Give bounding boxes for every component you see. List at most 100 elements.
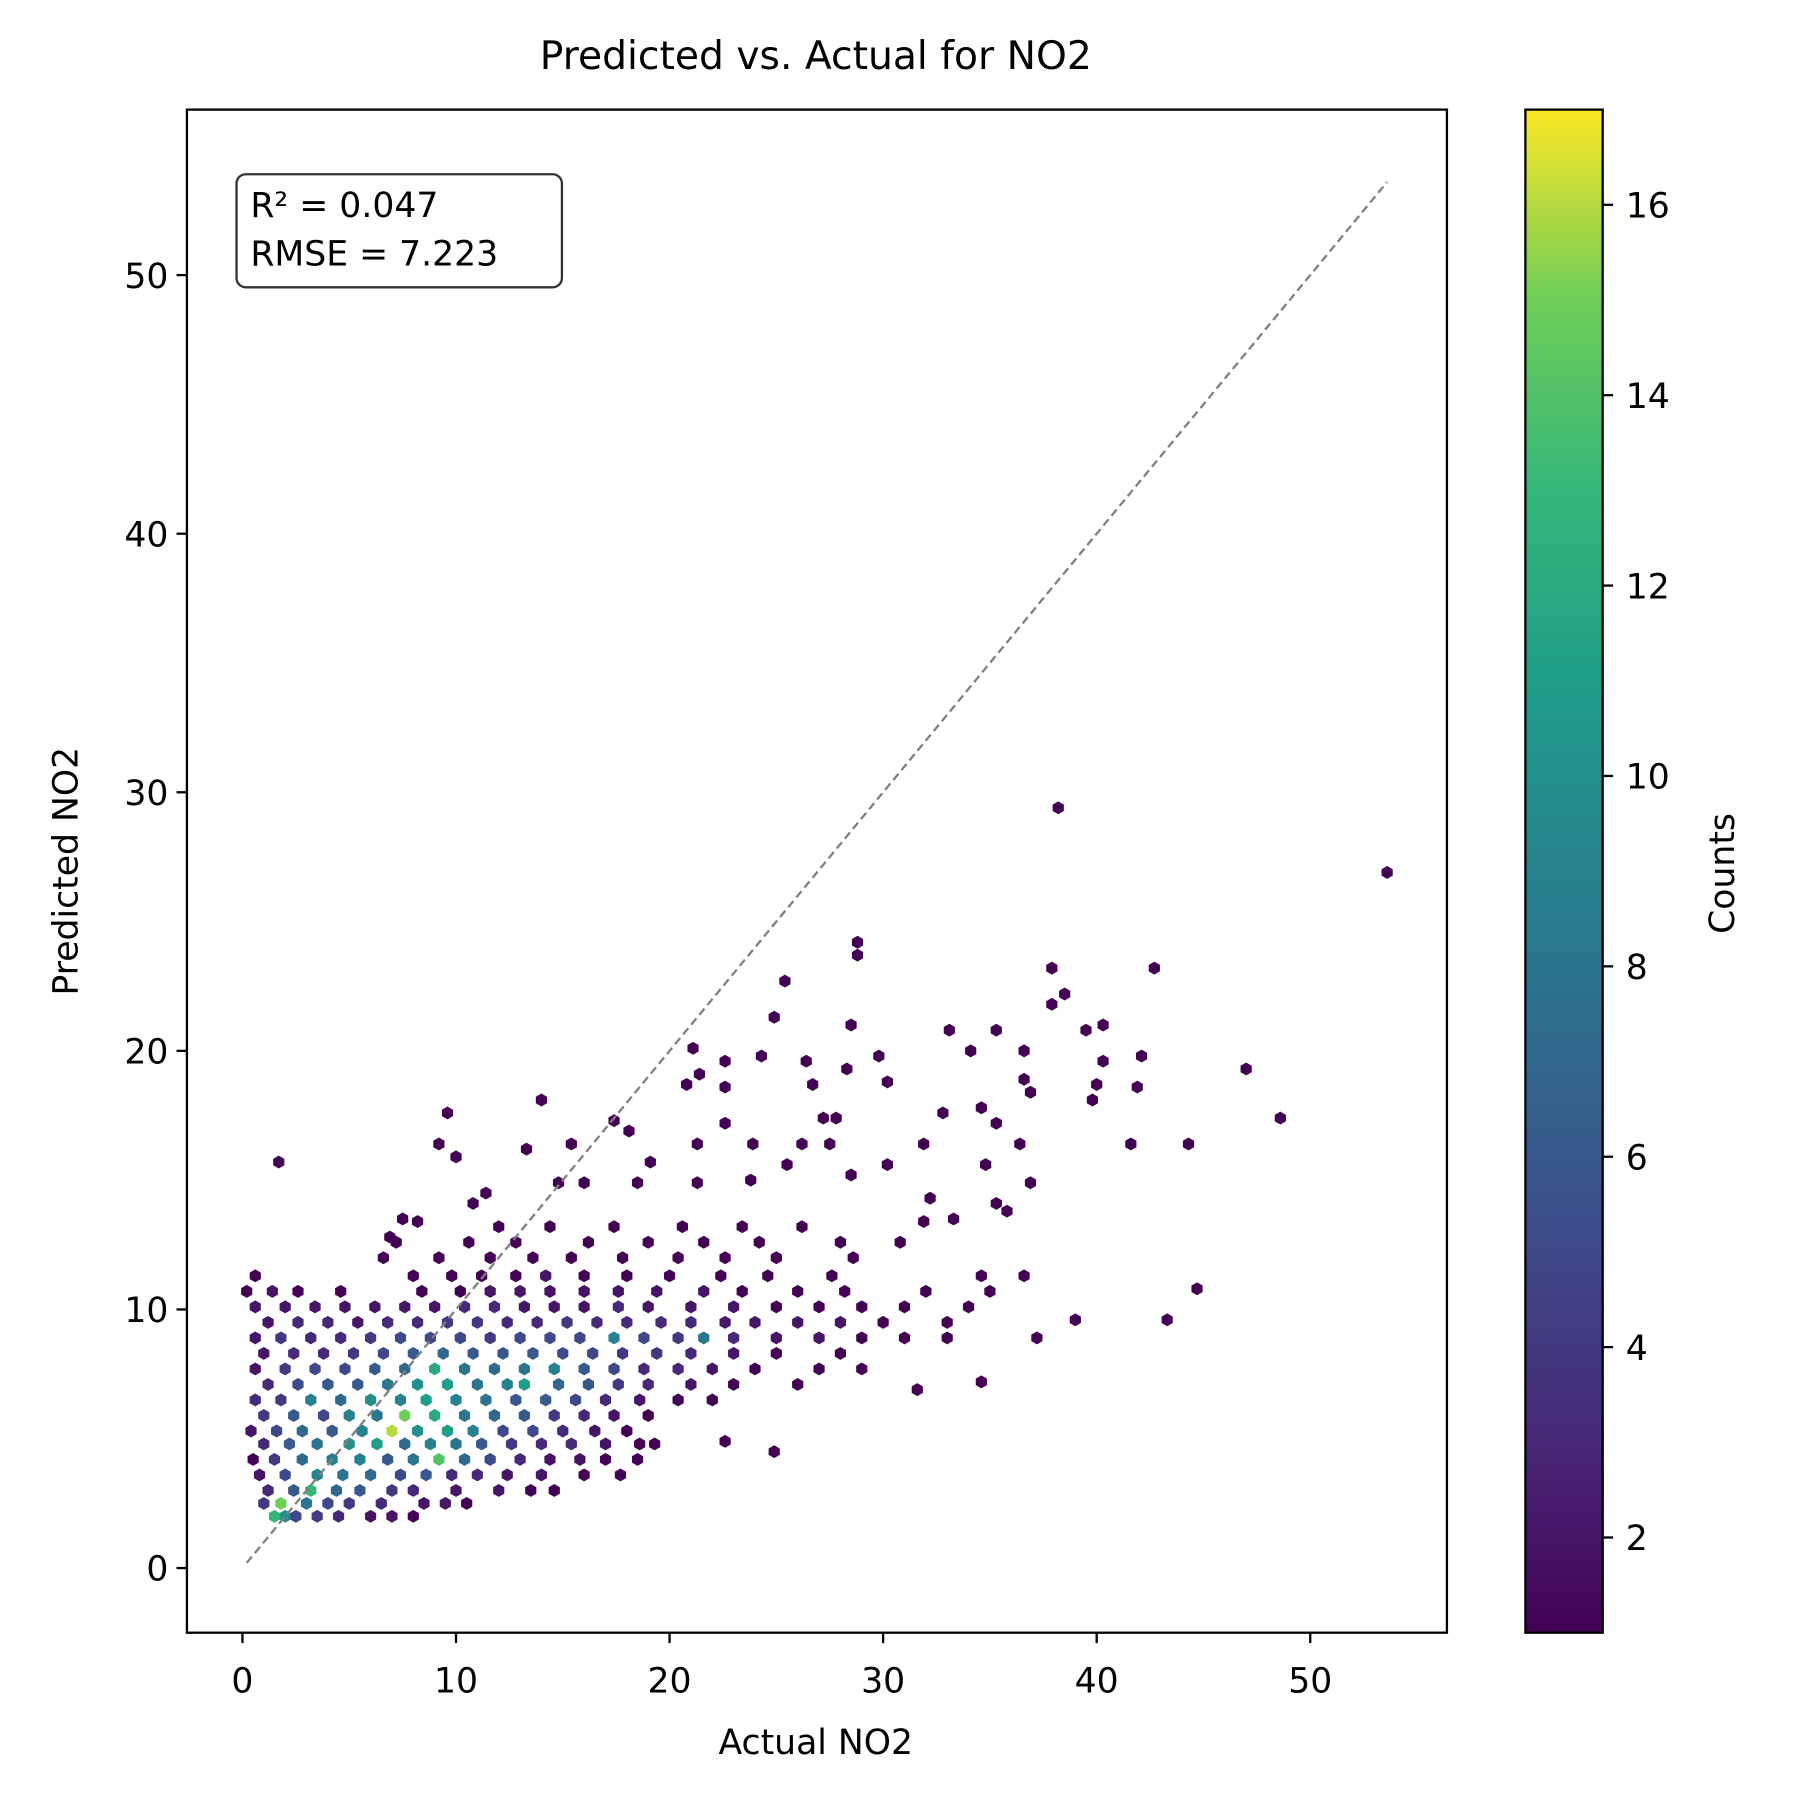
colorbar-tick-label: 12 — [1626, 567, 1670, 607]
hexbin-cell — [382, 1452, 394, 1466]
hexbin-cell — [305, 1393, 317, 1407]
hexbin-cell — [488, 1409, 501, 1422]
x-tick-label: 40 — [1075, 1662, 1119, 1702]
hexbin-cell — [249, 1362, 261, 1376]
hexbin-cell — [574, 1331, 586, 1345]
hexbin-cell — [651, 1346, 663, 1360]
hexbin-cell — [262, 1484, 274, 1497]
hexbin-cell — [681, 1078, 693, 1091]
hexbin-cell — [1097, 1054, 1109, 1068]
hexbin-cell — [691, 1137, 703, 1151]
hexbin-cell — [642, 1235, 654, 1249]
hexbin-cell — [676, 1220, 688, 1234]
hexbin-cell — [484, 1331, 496, 1345]
hexbin-cell — [480, 1186, 492, 1200]
hexbin-cell — [364, 1468, 377, 1482]
hexbin-cell — [407, 1269, 419, 1283]
hexbin-cell — [518, 1300, 530, 1314]
hexbin-cell — [582, 1235, 595, 1249]
hexbin-cell — [687, 1041, 699, 1055]
hexbin-cell — [881, 1075, 893, 1089]
hexbin-cell — [975, 1269, 987, 1283]
hexbin-cell — [364, 1509, 377, 1523]
hexbin-cell — [476, 1269, 488, 1283]
hexbin-cell — [399, 1300, 411, 1314]
hexbin-cell — [399, 1362, 411, 1376]
hexbin-cell — [623, 1124, 635, 1138]
hexbin-cell — [834, 1315, 847, 1329]
x-tick-label: 0 — [231, 1662, 253, 1702]
chart-title: Predicted vs. Actual for NO2 — [540, 34, 1092, 79]
hexbin-cell — [719, 1080, 731, 1094]
hexbin-cell — [411, 1377, 424, 1391]
hexbin-cell — [332, 1509, 345, 1523]
hexbin-cell — [253, 1468, 266, 1482]
hexbin-cell — [497, 1424, 509, 1438]
hexbin-cell — [544, 1284, 556, 1298]
hexbin-cell — [493, 1484, 505, 1497]
hexbin-cell — [980, 1158, 992, 1172]
hexbin-cell — [411, 1424, 424, 1438]
hexbin-cell — [356, 1424, 368, 1438]
hexbin-cell — [962, 1300, 975, 1314]
hexbin-cell — [719, 1116, 731, 1130]
hexbin-cell — [1125, 1137, 1137, 1151]
hexbin-cell — [525, 1484, 537, 1497]
hexbin-cell — [1191, 1282, 1203, 1296]
hexbin-cell — [527, 1251, 539, 1265]
hexbin-cell — [728, 1346, 740, 1360]
hexbin-cell — [377, 1251, 389, 1265]
hexbin-cell — [911, 1383, 923, 1397]
hexbin-cell — [561, 1315, 573, 1329]
hexbin-cell — [343, 1409, 355, 1422]
hexbin-cell — [621, 1269, 633, 1283]
hexbin-cell — [706, 1393, 718, 1407]
hexbin-cell — [305, 1331, 317, 1345]
hexbin-cell — [397, 1212, 409, 1226]
hexbin-cell — [770, 1251, 782, 1265]
hexbin-cell — [719, 1054, 731, 1068]
hexbin-cell — [311, 1509, 323, 1523]
colorbar-tick-label: 14 — [1626, 377, 1670, 417]
hexbin-cell — [335, 1331, 347, 1345]
hexbin-cell — [781, 1158, 793, 1172]
hexbin-cell — [990, 1023, 1002, 1037]
hexbin-cell — [1046, 997, 1058, 1011]
hexbin-cell — [631, 1452, 644, 1466]
hexbin-cell — [488, 1362, 501, 1376]
hexbin-cell — [649, 1437, 661, 1451]
hexbin-cell — [792, 1315, 804, 1329]
hexbin-cell — [792, 1284, 804, 1298]
hexbin-cell — [800, 1054, 812, 1068]
hexbin-cell — [352, 1377, 364, 1391]
hexbin-cell — [685, 1346, 697, 1360]
hexbin-cell — [599, 1393, 612, 1407]
hexbin-cell — [813, 1362, 825, 1376]
hexbin-cell — [965, 1044, 977, 1058]
hexbin-cell — [830, 1111, 842, 1125]
hexbin-cell — [394, 1331, 407, 1345]
hexbin-cell — [975, 1375, 987, 1389]
hexbin-cell — [728, 1300, 740, 1314]
hexbin-cell — [608, 1331, 620, 1345]
hexbin-cell — [420, 1468, 432, 1482]
hexbin-cell — [463, 1235, 475, 1249]
hexbin-cell — [1052, 801, 1064, 815]
hexbin-cell — [258, 1409, 270, 1422]
hexbin-cell — [354, 1484, 366, 1497]
hexbin-cell — [565, 1137, 577, 1151]
hexbin-cell — [382, 1315, 394, 1329]
hexbin-cell — [762, 1269, 774, 1283]
hexbin-cell — [429, 1300, 441, 1314]
hexbin-cell — [651, 1284, 663, 1298]
hexbin-cell — [420, 1393, 432, 1407]
hexbin-cell — [429, 1362, 441, 1376]
hexbin-cell — [439, 1496, 451, 1510]
hexbin-cell — [446, 1468, 458, 1482]
hexbin-cell — [347, 1346, 360, 1360]
hexbin-cell — [599, 1452, 612, 1466]
hexbin-cell — [305, 1484, 317, 1497]
hexbin-cell — [691, 1176, 703, 1190]
hexbin-cell — [621, 1424, 633, 1438]
hexbin-cell — [1001, 1204, 1013, 1218]
